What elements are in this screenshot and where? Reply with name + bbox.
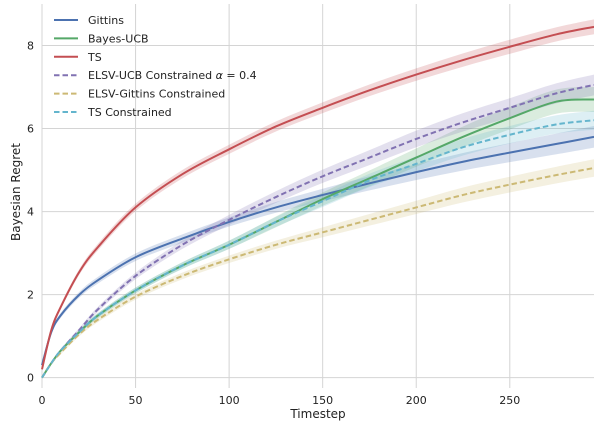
y-tick-label: 2 (27, 289, 34, 302)
y-tick-label: 8 (27, 40, 34, 53)
series-lines (41, 25, 594, 379)
series-line-0 (41, 135, 594, 366)
series-line-5 (41, 119, 594, 379)
legend-label: Gittins (88, 14, 124, 27)
y-tick-label: 0 (27, 372, 34, 385)
series-line-4 (41, 166, 594, 379)
confidence-band-1 (42, 87, 594, 379)
legend-label: TS (87, 51, 102, 64)
legend-label: ELSV-Gittins Constrained (88, 88, 225, 101)
y-tick-label: 6 (27, 123, 34, 136)
x-tick-label: 0 (39, 394, 46, 407)
x-tick-label: 150 (312, 394, 333, 407)
legend-label: TS Constrained (87, 106, 172, 119)
tick-labels: 0 50 100 150 200 250 0 2 4 6 8 (27, 40, 520, 407)
legend-label: Bayes-UCB (88, 32, 149, 45)
confidence-band-3 (42, 74, 594, 379)
y-tick-label: 4 (27, 206, 34, 219)
confidence-band-4 (42, 159, 594, 379)
legend-label: ELSV-UCB Constrained α = 0.4 (88, 69, 257, 82)
grid (41, 4, 594, 388)
y-axis-label: Bayesian Regret (9, 143, 23, 241)
series-line-2 (41, 25, 594, 370)
x-tick-label: 50 (129, 394, 143, 407)
x-axis-label: Timestep (289, 407, 345, 421)
x-tick-label: 100 (219, 394, 240, 407)
x-tick-label: 200 (406, 394, 427, 407)
x-tick-label: 250 (499, 394, 520, 407)
confidence-band-0 (42, 126, 594, 367)
legend: Gittins Bayes-UCB TS ELSV-UCB Constrained α… (54, 14, 257, 119)
